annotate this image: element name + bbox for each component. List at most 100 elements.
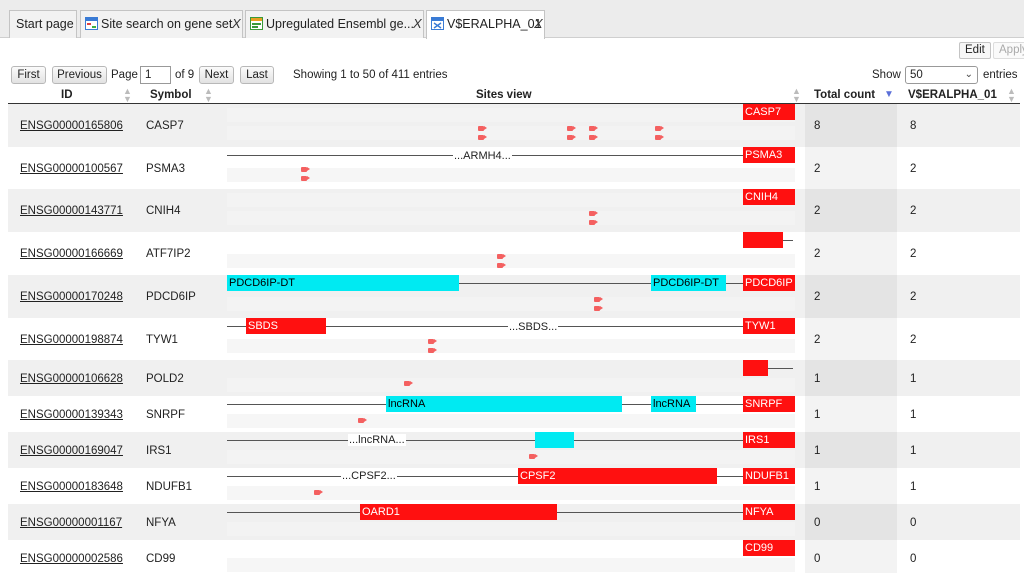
site-marker[interactable] bbox=[594, 306, 603, 311]
col-header-symbol[interactable]: Symbol bbox=[150, 86, 192, 104]
gene-box[interactable]: PDCD6IP bbox=[743, 275, 795, 291]
tab-label: Start page bbox=[16, 17, 74, 31]
site-marker[interactable] bbox=[478, 135, 487, 140]
table-row: ENSG00000143771 CNIH4 CNIH4 2 2 bbox=[8, 189, 1020, 232]
site-marker[interactable] bbox=[358, 418, 367, 423]
neighbor-gene-box[interactable]: lncRNA bbox=[386, 396, 622, 412]
gene-box[interactable]: CNIH4 bbox=[743, 189, 795, 205]
first-button[interactable]: First bbox=[11, 66, 46, 84]
col-header-label: ID bbox=[61, 89, 73, 101]
gene-box[interactable] bbox=[743, 232, 783, 248]
tab-start-page[interactable]: Start page bbox=[9, 10, 77, 38]
sorted-column-cell bbox=[805, 360, 897, 396]
tab-veralpha[interactable]: V$ERALPHA_01 X bbox=[426, 10, 545, 39]
table-row: ENSG00000170248 PDCD6IP PDCD6IP-DT PDCD6… bbox=[8, 275, 1020, 318]
gene-box[interactable]: NFYA bbox=[743, 504, 795, 520]
gene-id-link[interactable]: ENSG00000166669 bbox=[20, 248, 123, 260]
col-header-id[interactable]: ID bbox=[61, 86, 73, 104]
apply-button[interactable]: Apply bbox=[993, 42, 1024, 59]
neighbor-gene-box[interactable]: CPSF2 bbox=[518, 468, 717, 484]
total-count: 1 bbox=[814, 481, 821, 493]
gene-box[interactable] bbox=[743, 360, 768, 376]
gene-box[interactable]: PSMA3 bbox=[743, 147, 795, 163]
table-row: ENSG00000001167 NFYA OARD1 NFYA 0 0 bbox=[8, 504, 1020, 540]
gene-box[interactable]: NDUFB1 bbox=[743, 468, 795, 484]
site-marker[interactable] bbox=[497, 263, 506, 268]
gene-id-link[interactable]: ENSG00000183648 bbox=[20, 481, 123, 493]
site-marker[interactable] bbox=[589, 211, 598, 216]
sorted-column-cell bbox=[805, 504, 897, 540]
site-marker[interactable] bbox=[428, 348, 437, 353]
gene-box[interactable]: TYW1 bbox=[743, 318, 795, 334]
neighbor-gene-box[interactable]: PDCD6IP-DT bbox=[651, 275, 726, 291]
site-marker[interactable] bbox=[567, 135, 576, 140]
gene-box[interactable]: IRS1 bbox=[743, 432, 795, 448]
edit-button[interactable]: Edit bbox=[959, 42, 991, 59]
site-marker[interactable] bbox=[655, 126, 664, 131]
close-icon[interactable]: X bbox=[232, 16, 241, 31]
total-count: 2 bbox=[814, 334, 821, 346]
neighbor-gene-label: ...ARMH4... bbox=[453, 150, 512, 162]
gene-id-link[interactable]: ENSG00000002586 bbox=[20, 553, 123, 565]
neighbor-gene-box[interactable]: SBDS bbox=[246, 318, 326, 334]
page-input[interactable]: 1 bbox=[140, 66, 171, 84]
sort-icon[interactable]: ▲ ▼ bbox=[204, 86, 213, 104]
total-count: 2 bbox=[814, 163, 821, 175]
gene-line bbox=[227, 283, 795, 284]
site-marker[interactable] bbox=[497, 254, 506, 259]
gene-id-link[interactable]: ENSG00000198874 bbox=[20, 334, 123, 346]
gene-box[interactable]: CD99 bbox=[743, 540, 795, 556]
sorted-column-cell bbox=[805, 232, 897, 275]
site-marker[interactable] bbox=[589, 126, 598, 131]
sort-icon[interactable]: ▲ ▼ bbox=[1007, 86, 1016, 104]
next-button[interactable]: Next bbox=[199, 66, 234, 84]
close-icon[interactable]: X bbox=[534, 16, 543, 31]
neighbor-gene-box[interactable]: lncRNA bbox=[651, 396, 696, 412]
table-row: ENSG00000002586 CD99 CD99 0 0 bbox=[8, 540, 1020, 573]
col-header-matrix[interactable]: V$ERALPHA_01 bbox=[908, 86, 997, 104]
gene-id-link[interactable]: ENSG00000139343 bbox=[20, 409, 123, 421]
gene-id-link[interactable]: ENSG00000165806 bbox=[20, 120, 123, 132]
gene-symbol: NDUFB1 bbox=[146, 481, 193, 493]
total-count: 2 bbox=[814, 205, 821, 217]
gene-box[interactable]: CASP7 bbox=[743, 104, 795, 120]
site-marker[interactable] bbox=[529, 454, 538, 459]
neighbor-gene-box[interactable]: OARD1 bbox=[360, 504, 557, 520]
previous-button[interactable]: Previous bbox=[52, 66, 107, 84]
matrix-count: 1 bbox=[910, 445, 917, 457]
sort-icon[interactable]: ▲ ▼ bbox=[792, 86, 801, 104]
tab-site-search[interactable]: Site search on gene set X bbox=[80, 10, 243, 38]
page-label: Page bbox=[111, 69, 138, 81]
site-marker[interactable] bbox=[567, 126, 576, 131]
sort-desc-icon[interactable]: ▼ bbox=[884, 89, 894, 100]
table-row: ENSG00000106628 POLD2 1 1 bbox=[8, 360, 1020, 396]
gene-id-link[interactable]: ENSG00000001167 bbox=[20, 517, 123, 529]
col-header-total-count[interactable]: Total count bbox=[814, 86, 875, 104]
gene-symbol: CD99 bbox=[146, 553, 176, 565]
site-marker[interactable] bbox=[428, 339, 437, 344]
sort-icon[interactable]: ▲ ▼ bbox=[123, 86, 132, 104]
gene-id-link[interactable]: ENSG00000106628 bbox=[20, 373, 123, 385]
site-marker[interactable] bbox=[589, 220, 598, 225]
gene-id-link[interactable]: ENSG00000170248 bbox=[20, 291, 123, 303]
site-marker[interactable] bbox=[589, 135, 598, 140]
gene-id-link[interactable]: ENSG00000169047 bbox=[20, 445, 123, 457]
gene-box[interactable]: SNRPF bbox=[743, 396, 795, 412]
site-marker[interactable] bbox=[594, 297, 603, 302]
neighbor-gene-box[interactable] bbox=[535, 432, 574, 448]
site-marker[interactable] bbox=[301, 176, 310, 181]
table-row: ENSG00000169047 IRS1 ...lncRNA... IRS1 1… bbox=[8, 432, 1020, 468]
neighbor-gene-box[interactable]: PDCD6IP-DT bbox=[227, 275, 459, 291]
tab-upregulated[interactable]: Upregulated Ensembl ge... X bbox=[245, 10, 424, 38]
site-marker[interactable] bbox=[314, 490, 323, 495]
site-marker[interactable] bbox=[655, 135, 664, 140]
close-icon[interactable]: X bbox=[413, 16, 422, 31]
site-marker[interactable] bbox=[478, 126, 487, 131]
last-button[interactable]: Last bbox=[240, 66, 274, 84]
site-marker[interactable] bbox=[404, 381, 413, 386]
gene-id-link[interactable]: ENSG00000143771 bbox=[20, 205, 123, 217]
gene-id-link[interactable]: ENSG00000100567 bbox=[20, 163, 123, 175]
site-marker[interactable] bbox=[301, 167, 310, 172]
page-size-select[interactable]: 50 ⌄ bbox=[905, 66, 978, 84]
gene-symbol: CASP7 bbox=[146, 120, 184, 132]
